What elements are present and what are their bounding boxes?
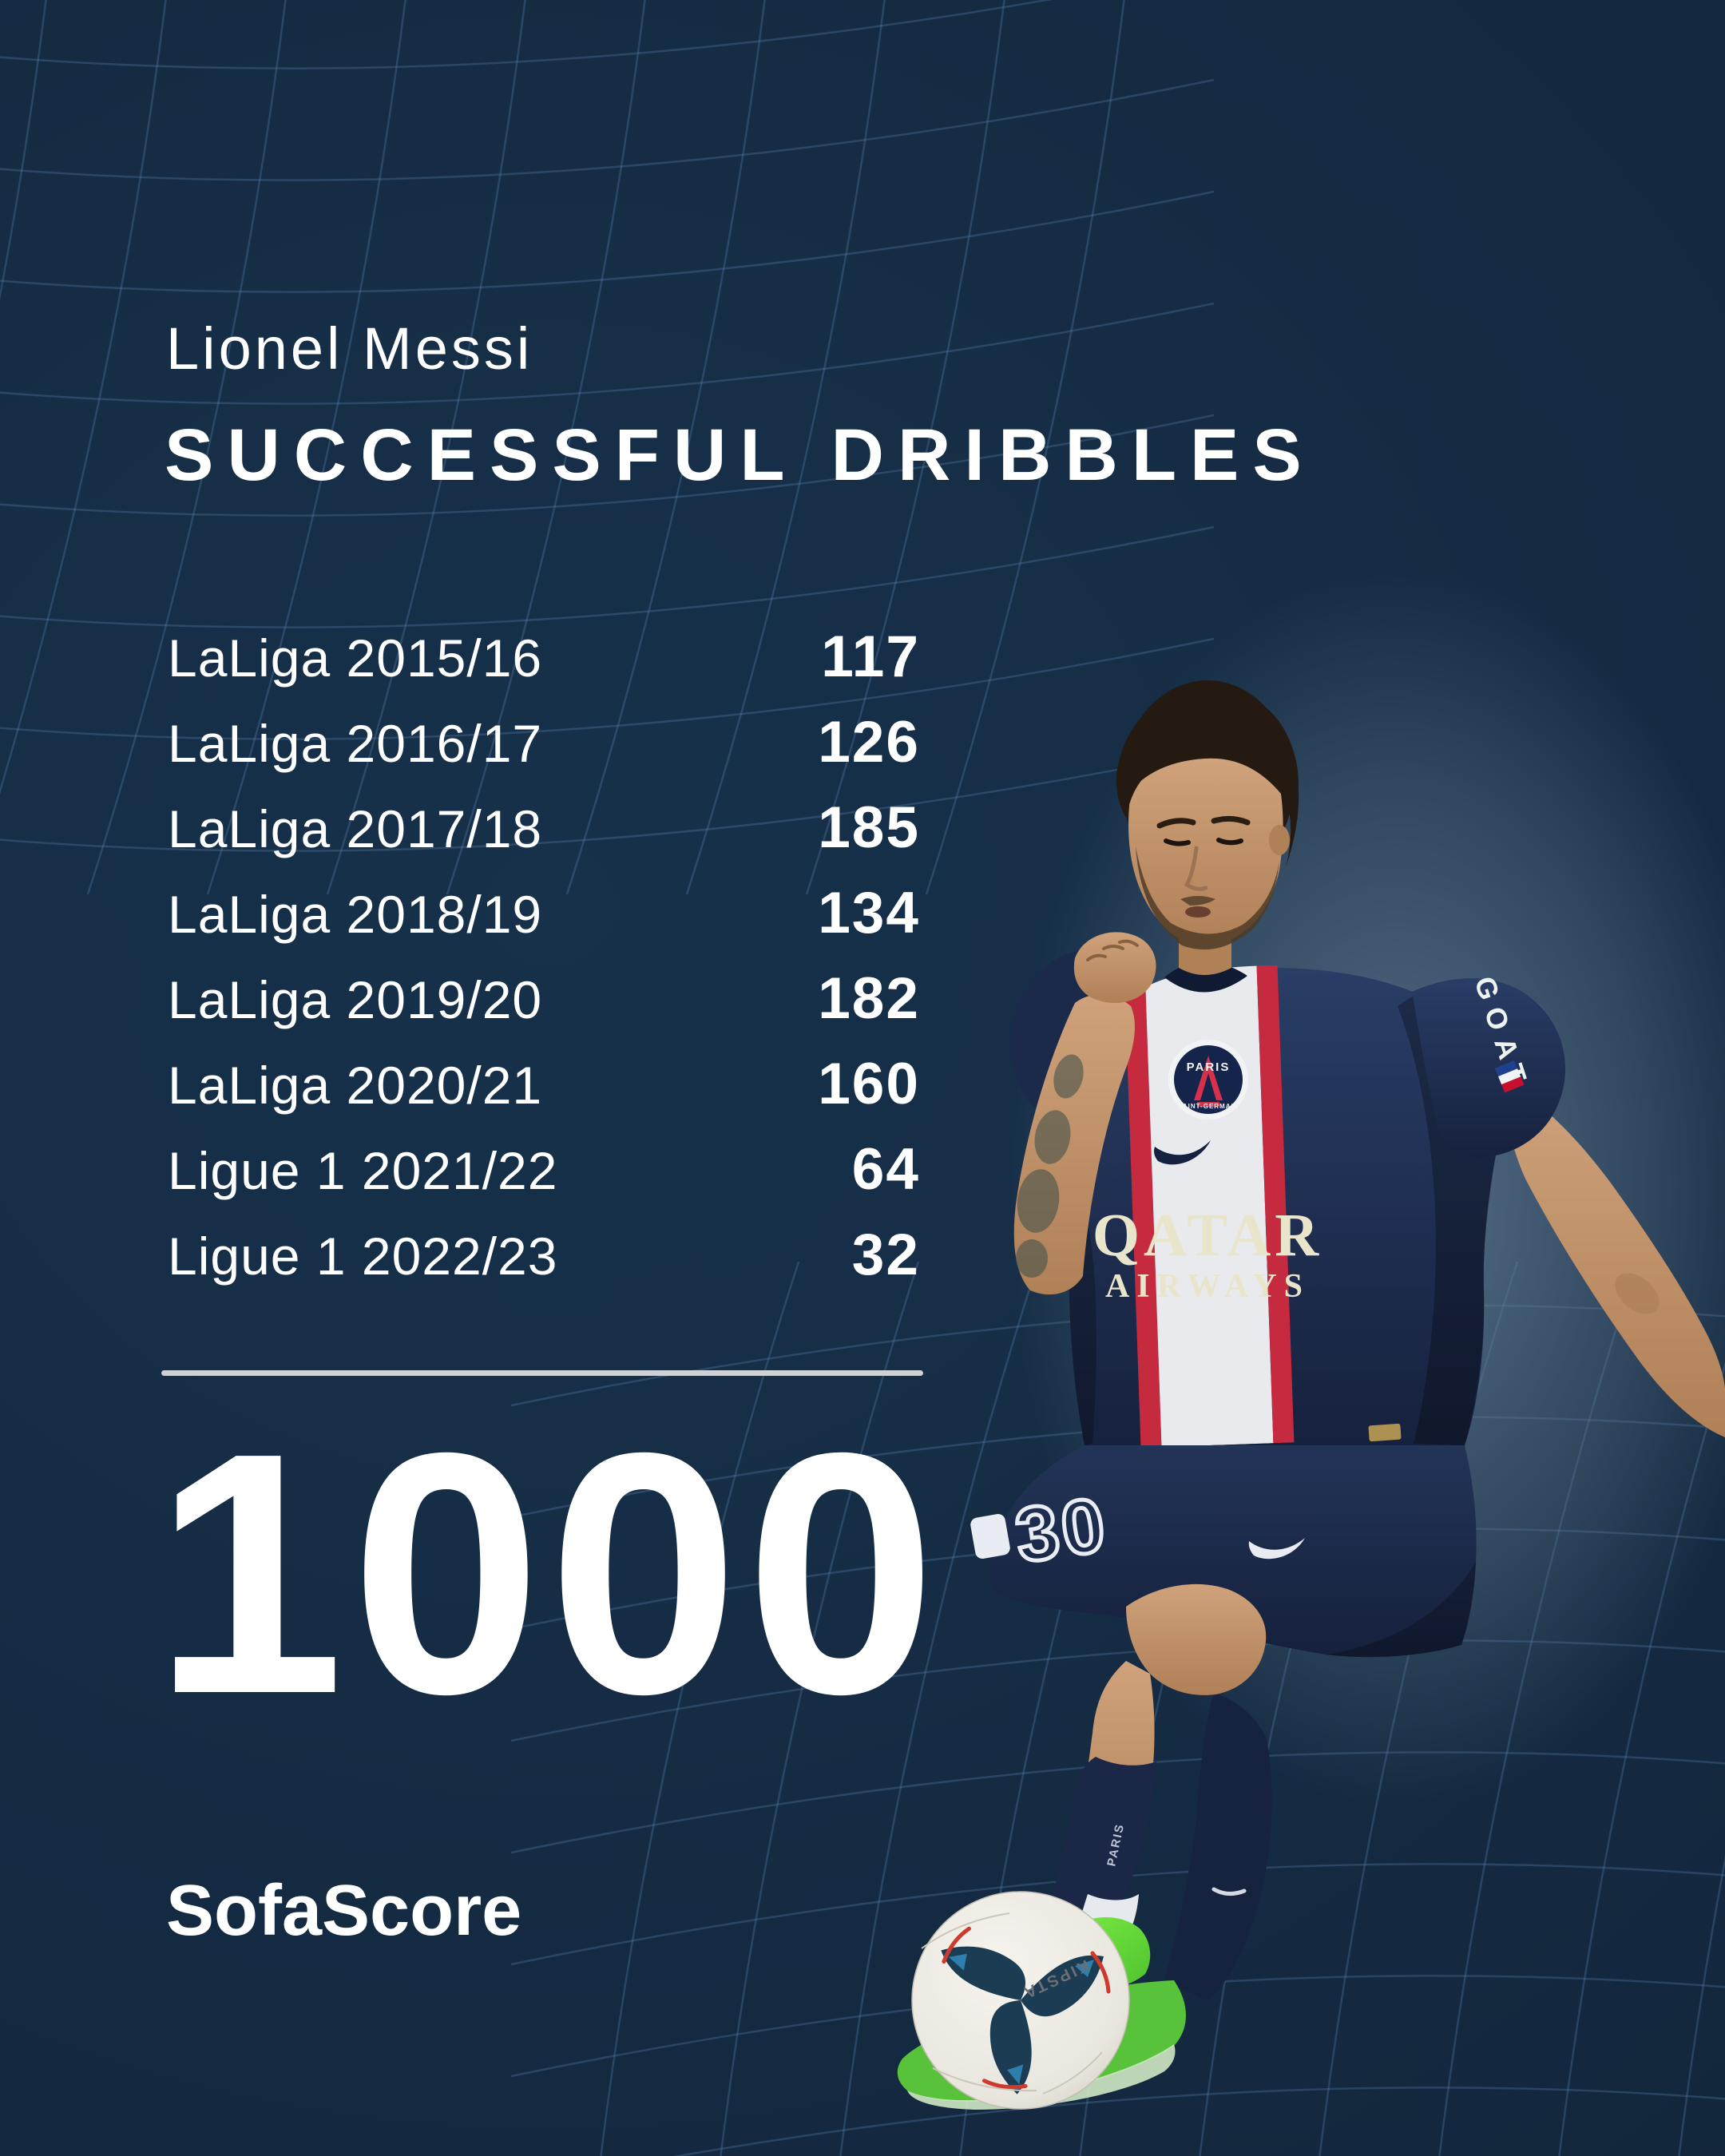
stat-label: LaLiga 2020/21: [168, 1056, 543, 1115]
total-value: 1000: [153, 1382, 943, 1766]
arm-tattoos: [1016, 1054, 1084, 1278]
french-flag-icon: [1494, 1060, 1525, 1093]
stat-value: 185: [818, 795, 920, 860]
jersey-swoosh-icon: [1154, 1140, 1211, 1165]
stat-label: LaLiga 2016/17: [168, 714, 543, 773]
stat-row: LaLiga 2017/18 185: [168, 795, 920, 860]
stat-value: 126: [818, 710, 920, 775]
crest-text-paris: PARIS: [1187, 1060, 1231, 1074]
jersey-sponsor-line1: QATAR: [1092, 1202, 1322, 1269]
messi-extended-arm: [1501, 1078, 1725, 1437]
jersey-sponsor-line2: AIRWAYS: [1105, 1268, 1310, 1305]
stat-row: Ligue 1 2021/22 64: [168, 1137, 920, 1202]
stat-label: LaLiga 2015/16: [168, 628, 543, 688]
stat-value: 32: [851, 1223, 920, 1287]
messi-head: [1116, 680, 1299, 975]
messi-photo: PARIS SAINT-GERMAIN QATAR AIRWAYS GOAT: [897, 680, 1725, 2110]
shorts-swoosh-icon: [1248, 1538, 1305, 1560]
messi-shorts: 30: [970, 1445, 1477, 1658]
stat-row: Ligue 1 2022/23 32: [168, 1223, 920, 1287]
messi-jersey: PARIS SAINT-GERMAIN QATAR AIRWAYS GOAT: [1009, 949, 1566, 1450]
messi-fist: [1073, 932, 1156, 1003]
psg-crest: PARIS SAINT-GERMAIN: [1168, 1040, 1248, 1120]
divider-line: [161, 1370, 923, 1376]
ball-pattern: [921, 1912, 1111, 2095]
stat-label: Ligue 1 2021/22: [168, 1141, 558, 1200]
stat-value: 182: [818, 966, 920, 1031]
stat-row: LaLiga 2016/17 126: [168, 710, 920, 775]
page-title: SUCCESSFUL DRIBBLES: [165, 414, 1315, 496]
stat-value: 160: [818, 1052, 920, 1116]
jersey-hem-tag: [1368, 1423, 1402, 1442]
stat-label: LaLiga 2017/18: [168, 799, 543, 858]
crest-text-saint-germain: SAINT-GERMAIN: [1178, 1103, 1239, 1110]
football: KIPSTA: [911, 1891, 1130, 2110]
messi-sock: [1048, 1757, 1156, 1936]
stat-value: 134: [818, 881, 920, 945]
shorts-number: 30: [1010, 1481, 1113, 1579]
shorts-league-patch: [970, 1514, 1010, 1559]
stat-label: LaLiga 2018/19: [168, 885, 543, 944]
jersey-right-sleeve: [1412, 978, 1566, 1158]
stat-value: 64: [851, 1137, 920, 1202]
stat-value: 117: [821, 624, 920, 689]
player-name: Lionel Messi: [166, 315, 533, 382]
stat-row: LaLiga 2015/16 117: [168, 624, 920, 689]
stat-row: LaLiga 2018/19 134: [168, 881, 920, 945]
stat-label: Ligue 1 2022/23: [168, 1227, 558, 1286]
stat-row: LaLiga 2019/20 182: [168, 966, 920, 1031]
messi-raised-arm: [1013, 932, 1156, 1295]
stats-list: LaLiga 2015/16 117 LaLiga 2016/17 126 LaLi…: [168, 624, 920, 1287]
sofascore-wordmark: SofaScore: [166, 1871, 522, 1951]
stat-label: LaLiga 2019/20: [168, 970, 543, 1029]
stat-row: LaLiga 2020/21 160: [168, 1052, 920, 1116]
